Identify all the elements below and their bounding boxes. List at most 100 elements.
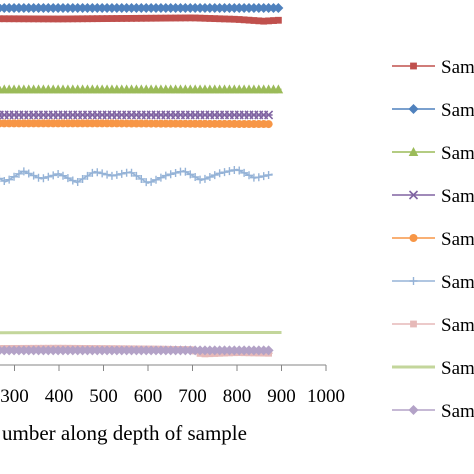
legend-item: Sam (392, 143, 474, 164)
series-1-point (133, 14, 140, 22)
series-1-point (191, 14, 199, 22)
series-1-point (35, 15, 42, 23)
legend-label: Sam (441, 358, 474, 379)
series-2 (0, 3, 284, 14)
series-1-point (30, 15, 38, 23)
series-1-point (5, 15, 13, 23)
series-1-point (128, 14, 135, 22)
series-1-point (162, 14, 170, 22)
legend-label: Sam (441, 401, 474, 422)
series-6-point (10, 172, 19, 181)
series-1-point (108, 15, 116, 22)
series-1-point (59, 15, 67, 23)
legend-label: Sam (441, 186, 474, 207)
series-6-point (156, 173, 165, 182)
series-6-point (137, 174, 146, 183)
series-9 (0, 345, 274, 356)
series-3 (0, 84, 284, 94)
series-6-point (73, 177, 82, 186)
series-6-point (147, 177, 156, 186)
series-1-point (98, 15, 106, 23)
series-3-point (273, 84, 284, 94)
series-6-point (200, 174, 209, 183)
series-6-point (54, 169, 63, 178)
series-6-point (68, 176, 77, 185)
x-tick-label: 700 (178, 386, 207, 407)
series-6-point (254, 173, 263, 182)
series-1-point (250, 17, 258, 24)
series-1-point (88, 15, 96, 23)
series-1-point (216, 15, 224, 23)
legend: Sam Sam Sam Sam Sam Sam Sam Sam Sam (392, 57, 474, 422)
series-1-point (265, 17, 272, 25)
legend-marker (408, 190, 419, 200)
series-6-point (93, 168, 102, 177)
legend-item: Sam (392, 272, 474, 293)
series-6-point (5, 175, 14, 184)
legend-item: Sam (392, 229, 474, 250)
series-1-point (274, 16, 282, 24)
legend-marker (408, 147, 419, 156)
legend-item: Sam (392, 57, 474, 78)
series-6-point (220, 168, 229, 177)
series-4 (0, 110, 274, 120)
legend-label: Sam (441, 143, 474, 164)
series-6-point (44, 172, 53, 181)
series-2-point (273, 3, 284, 14)
series-1-point (20, 15, 28, 23)
series-1-point (54, 15, 62, 23)
series-6-point (245, 171, 254, 180)
series-1-point (270, 17, 277, 24)
series-6-point (191, 172, 200, 181)
x-tick-label: 800 (223, 386, 252, 407)
series-1-point (147, 14, 155, 22)
series-1-point (137, 14, 145, 22)
series-6-point (88, 168, 97, 177)
series-6-point (186, 170, 195, 179)
series-1-point (84, 15, 91, 23)
series-6-point (49, 171, 58, 180)
series-1-point (74, 15, 82, 23)
series-6-point (205, 173, 214, 182)
series-1-point (10, 15, 18, 23)
series-6-point (171, 168, 180, 177)
series-6-point (259, 172, 268, 181)
series-6-point (215, 169, 224, 178)
legend-marker (410, 320, 417, 328)
series-9-point (263, 345, 274, 356)
series-4-point (264, 110, 274, 120)
series-6-point (161, 171, 170, 180)
series-1-point (181, 14, 189, 22)
series-1-point (226, 15, 233, 23)
series-6-point (210, 171, 219, 180)
series-1-point (177, 14, 184, 22)
legend-marker (409, 277, 418, 285)
legend-label: Sam (441, 315, 474, 336)
series-6-point (112, 170, 121, 179)
series-1-point (260, 17, 268, 25)
series-6-point (152, 175, 161, 184)
series-6-point (59, 171, 68, 180)
series-1-point (235, 16, 243, 23)
x-tick-label: 600 (134, 386, 163, 407)
series-1-point (255, 17, 263, 25)
legend-label: Sam (441, 57, 474, 78)
series-6-point (103, 170, 112, 179)
series-1-point (206, 15, 214, 22)
legend-item: Sam (392, 358, 474, 379)
series-6-point (181, 167, 190, 176)
series-6-point (0, 177, 9, 186)
series-1-point (211, 15, 219, 23)
series-1-point (25, 15, 33, 23)
series-1-point (118, 15, 126, 22)
series-6-point (39, 174, 48, 183)
series-1-point (157, 14, 165, 22)
x-tick-label: 400 (45, 386, 74, 407)
series-1-point (152, 14, 160, 22)
series-6-point (83, 171, 92, 180)
series-6-point (166, 170, 175, 179)
legend-item: Sam (392, 186, 474, 207)
series-1-point (93, 15, 101, 23)
plot-area (0, 3, 284, 358)
